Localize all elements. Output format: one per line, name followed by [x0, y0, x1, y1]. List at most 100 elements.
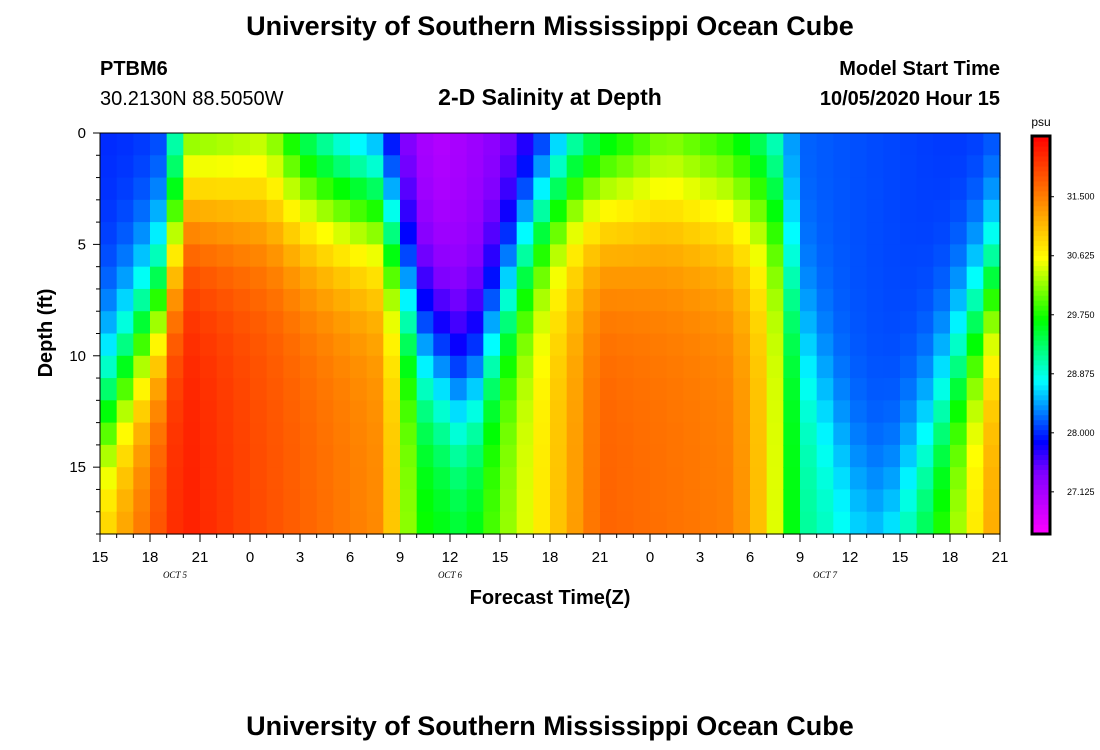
heatmap-cell — [116, 244, 134, 268]
x-tick-label: 15 — [92, 549, 109, 566]
colorbar-segment — [1032, 175, 1050, 182]
heatmap-cell — [550, 400, 568, 424]
heatmap-cell — [283, 489, 301, 513]
colorbar-segment — [1032, 339, 1050, 346]
heatmap-cell — [466, 333, 484, 357]
colorbar-segment — [1032, 524, 1050, 530]
y-tick-label: 0 — [78, 125, 86, 142]
heatmap-cell — [316, 400, 334, 424]
heatmap-cell — [366, 467, 384, 491]
heatmap-cell — [500, 489, 518, 513]
heatmap-cell — [600, 444, 618, 468]
heatmap-cell — [416, 422, 434, 446]
heatmap-cell — [566, 489, 584, 513]
heatmap-cell — [116, 311, 134, 335]
heatmap-cell — [883, 266, 901, 290]
heatmap-cell — [583, 311, 601, 335]
heatmap-cell — [383, 489, 401, 513]
heatmap-cell — [916, 177, 934, 201]
heatmap-cell — [383, 378, 401, 401]
heatmap-cell — [433, 378, 451, 401]
heatmap-cell — [650, 444, 668, 468]
heatmap-cell — [933, 355, 951, 379]
heatmap-cell — [783, 155, 801, 179]
heatmap-cell — [466, 467, 484, 491]
heatmap-cell — [100, 288, 118, 312]
heatmap-cell — [416, 378, 434, 401]
heatmap-cell — [916, 266, 934, 290]
heatmap-cell — [500, 422, 518, 446]
heatmap-cell — [116, 444, 134, 468]
colorbar-segment — [1032, 504, 1050, 510]
heatmap-cell — [650, 489, 668, 513]
heatmap-cell — [816, 155, 834, 179]
heatmap-cell — [883, 355, 901, 379]
heatmap-cell — [700, 222, 718, 245]
heatmap-cell — [550, 288, 568, 312]
x-tick-label: 21 — [592, 549, 609, 566]
colorbar-segment — [1032, 250, 1050, 256]
heatmap-cell — [633, 222, 651, 245]
heatmap-cell — [133, 288, 151, 312]
heatmap-cell — [783, 511, 801, 535]
heatmap-cell — [450, 422, 468, 446]
heatmap-cell — [850, 311, 868, 335]
heatmap-cell — [833, 288, 851, 312]
heatmap-cell — [316, 355, 334, 379]
heatmap-cell — [850, 222, 868, 245]
heatmap-cell — [983, 177, 1001, 201]
heatmap-cell — [133, 311, 151, 335]
heatmap-cell — [433, 311, 451, 335]
heatmap-cell — [533, 489, 551, 513]
heatmap-cell — [283, 266, 301, 290]
heatmap-cell — [216, 177, 234, 201]
heatmap-cell — [700, 511, 718, 535]
heatmap-cell — [816, 378, 834, 401]
heatmap-cell — [833, 467, 851, 491]
heatmap-cell — [650, 467, 668, 491]
heatmap-cell — [916, 467, 934, 491]
heatmap-cell — [983, 355, 1001, 379]
heatmap-cell — [650, 155, 668, 179]
heatmap-cell — [200, 333, 218, 357]
heatmap-cell — [750, 511, 768, 535]
heatmap-cell — [583, 333, 601, 357]
heatmap-cell — [616, 422, 634, 446]
heatmap-cell — [833, 155, 851, 179]
heatmap-cell — [983, 511, 1001, 535]
heatmap-cell — [700, 155, 718, 179]
heatmap-cell — [250, 266, 268, 290]
heatmap-cell — [883, 244, 901, 268]
heatmap-cell — [483, 311, 501, 335]
heatmap-cell — [166, 511, 184, 535]
heatmap-cell — [300, 311, 318, 335]
heatmap-cell — [216, 155, 234, 179]
colorbar-segment — [1032, 285, 1050, 291]
heatmap-cell — [883, 467, 901, 491]
heatmap-cell — [450, 333, 468, 357]
heatmap-cell — [133, 400, 151, 424]
heatmap-cell — [416, 155, 434, 179]
heatmap-cell — [400, 444, 418, 468]
heatmap-cell — [966, 199, 984, 223]
heatmap-cell — [183, 266, 201, 290]
heatmap-cell — [150, 378, 168, 401]
heatmap-cell — [283, 222, 301, 245]
heatmap-cell — [133, 266, 151, 290]
heatmap-cell — [566, 355, 584, 379]
heatmap-cell — [100, 311, 118, 335]
heatmap-cell — [233, 244, 251, 268]
heatmap-cell — [500, 444, 518, 468]
heatmap-cell — [333, 177, 351, 201]
heatmap-cell — [916, 355, 934, 379]
heatmap-cell — [750, 266, 768, 290]
heatmap-cell — [566, 422, 584, 446]
heatmap-cell — [116, 155, 134, 179]
heatmap-cell — [416, 177, 434, 201]
heatmap-cell — [250, 511, 268, 535]
heatmap-cell — [766, 155, 784, 179]
x-tick-label: 9 — [396, 549, 404, 566]
heatmap-cell — [700, 288, 718, 312]
x-tick-label: 0 — [246, 549, 254, 566]
heatmap-cell — [666, 444, 684, 468]
